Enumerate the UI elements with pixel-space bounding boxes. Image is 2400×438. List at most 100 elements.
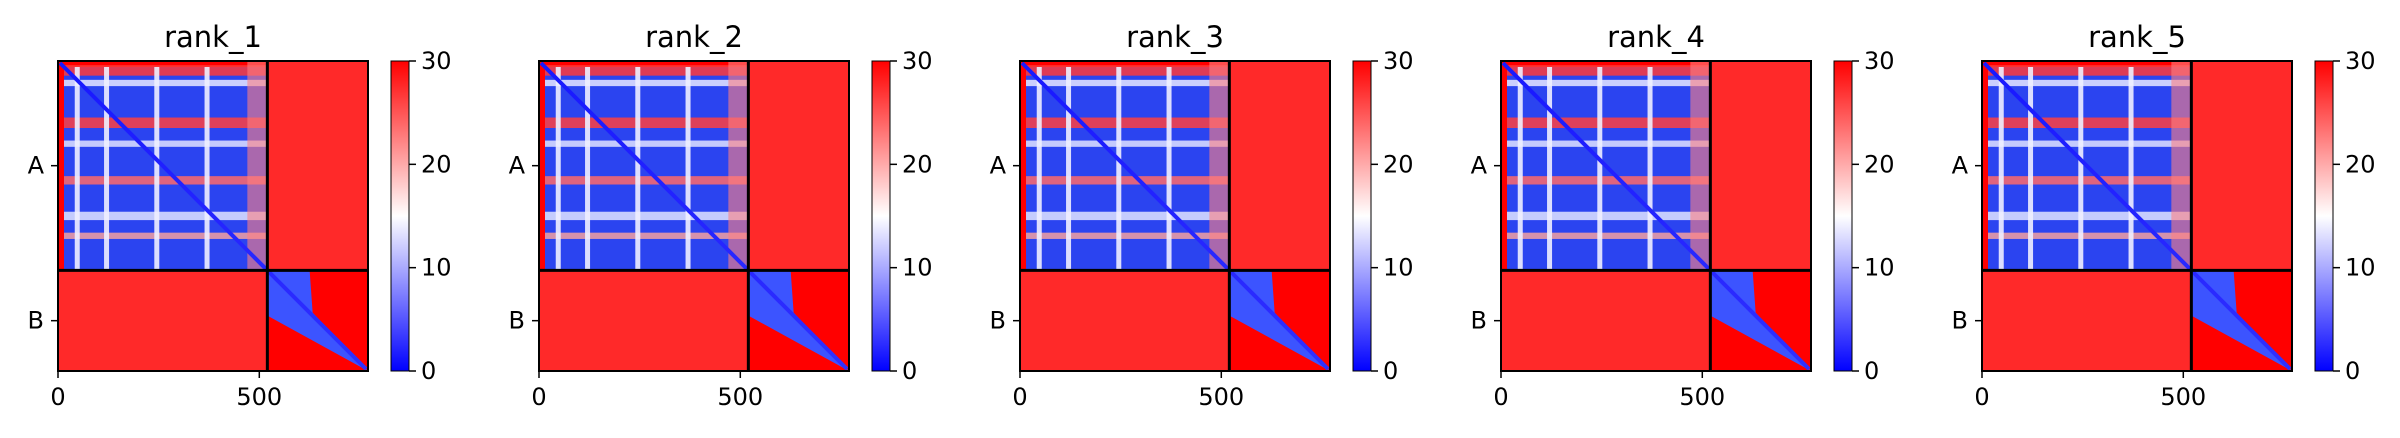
chain-a-band: [64, 65, 268, 76]
colorbar-tick-label: 20: [1864, 150, 1895, 178]
colorbar-tick-label: 20: [2345, 150, 2376, 178]
pae-panel-1: rank_1 0 500 A B 0 10 20 30: [28, 20, 452, 411]
y-tick-label: A: [28, 152, 45, 180]
x-tick-label: 0: [1493, 383, 1508, 411]
chain-a-band: [1026, 79, 1230, 87]
chain-a-band: [545, 117, 749, 128]
chain-a-band: [1988, 232, 2192, 239]
y-tick-label: A: [509, 152, 526, 180]
x-tick-label: 500: [717, 383, 763, 411]
chain-a-band: [545, 232, 749, 239]
colorbar-tick-label: 0: [421, 357, 436, 385]
heatmap-frame: [1981, 60, 2293, 372]
x-tick-label: 500: [236, 383, 282, 411]
heatmap-frame: [57, 60, 369, 372]
x-tick-label: 500: [1198, 383, 1244, 411]
chain-a-band: [1988, 176, 2192, 185]
chain-a-band: [1988, 65, 2192, 76]
chain-a-streak: [204, 67, 210, 271]
panel-title: rank_4: [1607, 20, 1705, 54]
chain-a-band: [64, 79, 268, 87]
colorbar-tick-label: 0: [902, 357, 917, 385]
inter-chain-block-ba: [1020, 270, 1230, 371]
chain-a-streak: [104, 67, 110, 271]
y-tick-label: B: [1471, 307, 1487, 335]
colorbar-frame: [1352, 60, 1372, 372]
chain-a-band: [545, 176, 749, 185]
chain-a-band: [1507, 140, 1711, 147]
colorbar-tick-label: 10: [1864, 254, 1895, 282]
chain-a-band: [1026, 117, 1230, 128]
colorbar: [872, 61, 890, 371]
colorbar-tick-label: 30: [1864, 47, 1895, 75]
y-tick-label: A: [1952, 152, 1969, 180]
pae-panel-4: rank_4 0 500 A B 0 10 20 30: [1471, 20, 1895, 411]
x-tick-label: 0: [50, 383, 65, 411]
chain-a-band: [545, 140, 749, 147]
colorbar-tick-label: 30: [1383, 47, 1414, 75]
pae-panel-3: rank_3 0 500 A B 0 10 20 30: [990, 20, 1414, 411]
chain-a-edge: [2171, 61, 2192, 271]
y-tick-label: A: [1471, 152, 1488, 180]
chain-a-band: [64, 232, 268, 239]
colorbar: [2315, 61, 2333, 371]
chain-a-band: [545, 79, 749, 87]
colorbar-tick-label: 0: [2345, 357, 2360, 385]
inter-chain-block-ba: [1501, 270, 1711, 371]
chain-a-streak: [1998, 67, 2004, 271]
pae-panel-5: rank_5 0 500 A B 0 10 20 30: [1952, 20, 2376, 411]
colorbar-tick-label: 0: [1383, 357, 1398, 385]
chain-a-band: [1507, 79, 1711, 87]
panel-title: rank_3: [1126, 20, 1224, 54]
chain-a-band: [545, 211, 749, 221]
x-tick-label: 0: [531, 383, 546, 411]
chain-a-band: [1988, 79, 2192, 87]
colorbar-frame: [2314, 60, 2334, 372]
chain-a-band: [1988, 117, 2192, 128]
chain-a-streak: [1597, 67, 1603, 271]
heatmap-frame: [538, 60, 850, 372]
inter-chain-block-ba: [1982, 270, 2192, 371]
diagonal-line: [539, 61, 849, 371]
chain-a-streak: [2078, 67, 2084, 271]
colorbar-tick-label: 30: [421, 47, 452, 75]
colorbar-frame: [1833, 60, 1853, 372]
chain-a-band: [1988, 211, 2192, 221]
colorbar-tick-label: 10: [421, 254, 452, 282]
colorbar-tick-label: 20: [902, 150, 933, 178]
diagonal-line: [1020, 61, 1330, 371]
chain-a-band: [1507, 232, 1711, 239]
inter-chain-block-ba: [58, 270, 268, 371]
inter-chain-block-ab: [2191, 61, 2292, 271]
inter-chain-block-ab: [267, 61, 368, 271]
chain-a-streak: [2128, 67, 2134, 271]
chain-a-streak: [635, 67, 641, 271]
chain-a-streak: [1547, 67, 1553, 271]
y-tick-label: B: [990, 307, 1006, 335]
chain-a-streak: [1066, 67, 1072, 271]
chain-a-streak: [1166, 67, 1172, 271]
chain-a-band: [1026, 140, 1230, 147]
chain-a-streak: [1036, 67, 1042, 271]
chain-a-band: [1507, 65, 1711, 76]
heatmap-frame: [1019, 60, 1331, 372]
chain-a-edge: [247, 61, 268, 271]
chain-a-edge: [728, 61, 749, 271]
chain-a-band: [64, 176, 268, 185]
chain-a-band: [64, 140, 268, 147]
pae-panel-2: rank_2 0 500 A B 0 10 20 30: [509, 20, 933, 411]
panel-title: rank_5: [2088, 20, 2186, 54]
diagonal-line: [1982, 61, 2292, 371]
inter-chain-block-ab: [1229, 61, 1330, 271]
inter-chain-block-ba: [539, 270, 749, 371]
chain-a-band: [1507, 211, 1711, 221]
chain-a-band: [64, 117, 268, 128]
panel-title: rank_1: [164, 20, 262, 54]
x-tick-label: 500: [1679, 383, 1725, 411]
chain-a-band: [1026, 176, 1230, 185]
heatmap-frame: [1500, 60, 1812, 372]
chain-a-streak: [1116, 67, 1122, 271]
colorbar: [1353, 61, 1371, 371]
chain-a-band: [1507, 117, 1711, 128]
